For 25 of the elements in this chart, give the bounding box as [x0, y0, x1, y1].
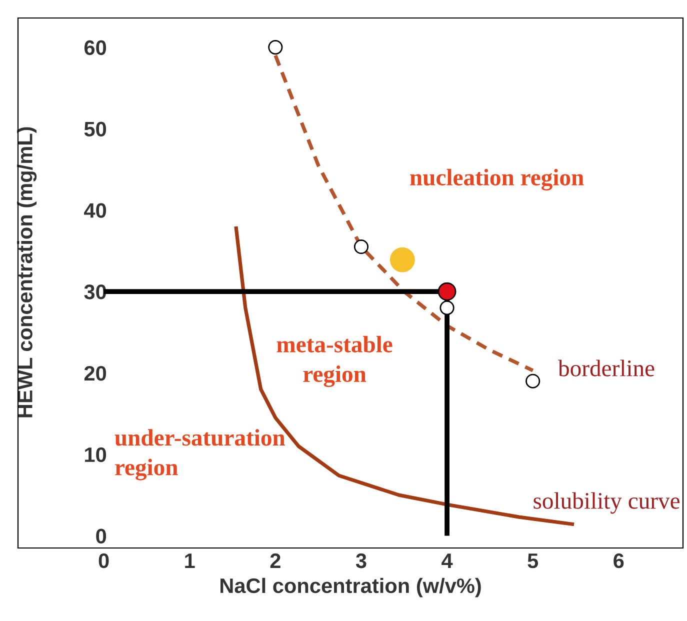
y-tick-label: 40 — [84, 203, 106, 218]
y-tick-label: 20 — [84, 366, 106, 381]
y-tick-label: 50 — [84, 122, 106, 136]
x-tick-label: 6 — [614, 553, 624, 568]
x-tick-label: 4 — [442, 554, 453, 568]
x-tick-label: 1 — [185, 554, 195, 568]
point — [390, 247, 415, 272]
point — [268, 40, 283, 55]
x-tick-label: 5 — [528, 554, 538, 568]
point — [438, 282, 456, 301]
y-axis-title: HEWL concentration (mg/mL) — [17, 127, 37, 418]
x-tick-label: 3 — [356, 553, 366, 568]
annotation: meta-stable region — [276, 336, 392, 388]
point — [440, 300, 454, 316]
y-tick-label: 0 — [96, 528, 106, 544]
annotation: under-saturation region — [114, 429, 286, 480]
y-tick-label: 60 — [84, 40, 106, 56]
annotation: borderline — [558, 360, 654, 376]
annotation: solubility curve — [534, 492, 680, 514]
x-axis-title: NaCl concentration (w/v%) — [220, 578, 481, 598]
x-tick-label: 2 — [270, 553, 280, 568]
point — [526, 374, 540, 388]
annotation: nucleation region — [410, 168, 584, 190]
y-tick-label: 10 — [85, 447, 106, 462]
point — [354, 239, 369, 254]
